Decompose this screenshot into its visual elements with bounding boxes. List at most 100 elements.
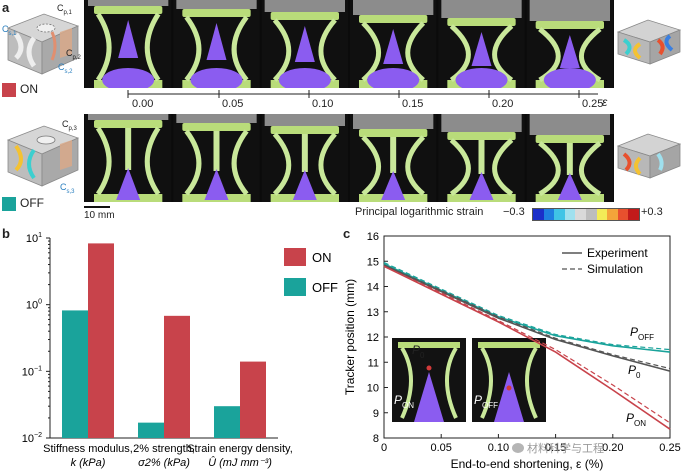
strain-axis <box>127 90 598 98</box>
colorbar-segment <box>564 209 576 220</box>
deformed-illustration-off <box>616 133 682 179</box>
y-tick-label: 10−1 <box>22 365 42 378</box>
series-line <box>383 261 671 351</box>
legend-off-label: OFF <box>312 280 338 295</box>
scale-bar <box>84 206 110 208</box>
strain-axis-symbol: ε <box>602 95 608 109</box>
strain-colorbar <box>532 208 640 221</box>
y-tick-label: 16 <box>367 231 379 243</box>
strip-frame-2 <box>261 0 348 88</box>
strip-frame-1 <box>173 0 260 88</box>
strip-frame-0 <box>85 0 172 88</box>
inset-photos <box>392 338 546 422</box>
colorbar-segment <box>628 209 639 220</box>
strain-tick-label: 0.20 <box>492 98 514 110</box>
y-tick-label: 14 <box>367 282 379 294</box>
off-label: OFF <box>20 196 44 210</box>
strain-tick-label: 0.00 <box>132 98 154 110</box>
series-line <box>383 265 671 424</box>
inset-point-label: POFF <box>474 393 498 410</box>
colorbar-segment <box>596 209 608 220</box>
callout-cs3: Cs,3 <box>60 182 75 195</box>
y-tick-label: 13 <box>367 307 379 319</box>
colorbar-segment <box>607 209 618 220</box>
strip-frame-3 <box>350 0 437 88</box>
x-category-label: Stiffness modulus, <box>43 443 133 455</box>
off-state-photo-strip <box>84 114 614 202</box>
y-axis-label: Tracker position (mm) <box>343 279 357 395</box>
panel-b-label: b <box>2 226 10 241</box>
colorbar-segment <box>554 209 565 220</box>
strip-frame-0 <box>85 114 172 202</box>
series-line <box>383 264 671 370</box>
callout-cs1: Cs,1 <box>2 24 17 37</box>
scale-bar-label: 10 mm <box>84 210 115 221</box>
callout-cs2: Cs,2 <box>58 62 73 75</box>
colorbar-segment <box>533 209 544 220</box>
colorbar-segment <box>585 209 597 220</box>
legend-experiment-label: Experiment <box>587 246 648 260</box>
on-state-photo-strip <box>84 0 614 88</box>
strip-frame-3 <box>350 114 437 202</box>
y-tick-label: 100 <box>26 299 42 312</box>
strain-tick-label: 0.05 <box>222 98 244 110</box>
x-category-unit: σ2% (kPa) <box>138 457 190 469</box>
on-label: ON <box>20 82 38 96</box>
strip-frame-5 <box>526 0 613 88</box>
x-category-label: Strain energy density, <box>187 443 293 455</box>
x-axis-label: End-to-end shortening, ε (%) <box>451 457 604 471</box>
curve-label: PON <box>626 411 646 428</box>
watermark: 材料科学与工程 <box>512 440 604 456</box>
callout-cp3: Cp,3 <box>62 119 77 132</box>
bar-off <box>62 310 88 438</box>
strip-frame-1 <box>173 114 260 202</box>
bar-off <box>214 406 240 438</box>
curve-label: POFF <box>630 325 654 342</box>
colorbar-segment <box>617 209 629 220</box>
y-tick-label: 11 <box>368 357 379 369</box>
colorbar-min: −0.3 <box>503 206 525 218</box>
x-category-unit: k (kPa) <box>71 457 106 469</box>
panel-c-label: c <box>343 226 351 241</box>
y-tick-label: 101 <box>26 232 42 245</box>
inset-point-label: P0 <box>412 343 425 360</box>
metamaterial-3d-illustration-on <box>6 13 80 75</box>
bar-on <box>240 361 266 438</box>
colorbar-segment <box>575 209 586 220</box>
x-category-label: 2% strength, <box>133 443 195 455</box>
metamaterial-3d-illustration-off <box>6 125 80 187</box>
strain-tick-label: 0.25 <box>582 98 604 110</box>
x-category-unit: Û (mJ mm⁻³) <box>208 456 272 469</box>
tracker-position-line-chart: P0 PON POFF 16 15 14 13 12 11 10 9 80 0.05 0.10 0.15 0.… <box>343 231 681 471</box>
y-tick-label: 12 <box>367 332 379 344</box>
bar-on <box>164 315 190 438</box>
bar-on <box>88 243 114 438</box>
y-tick-label: 9 <box>373 408 379 420</box>
callout-cp2: Cp,2 <box>66 48 81 61</box>
off-swatch <box>2 197 16 211</box>
on-swatch <box>2 83 16 97</box>
curve-label: P0 <box>628 363 641 380</box>
x-tick-label: 0 <box>381 442 387 454</box>
x-tick-label: 0.10 <box>488 442 509 454</box>
colorbar-label: Principal logarithmic strain <box>355 206 484 218</box>
strip-frame-2 <box>261 114 348 202</box>
bar-off <box>138 422 164 438</box>
series-line <box>383 265 671 430</box>
colorbar-max: +0.3 <box>641 206 663 218</box>
legend-on-swatch <box>284 248 306 266</box>
callout-cp1: Cp,1 <box>57 3 72 16</box>
panel-a-label: a <box>2 0 10 15</box>
colorbar-segment <box>543 209 555 220</box>
deformed-illustration-on <box>616 19 682 65</box>
x-tick-label: 0.25 <box>659 442 680 454</box>
strain-tick-label: 0.10 <box>312 98 334 110</box>
strip-frame-4 <box>438 114 525 202</box>
legend-off-swatch <box>284 278 306 296</box>
x-tick-label: 0.20 <box>602 442 623 454</box>
strip-frame-4 <box>438 0 525 88</box>
legend-on-label: ON <box>312 250 332 265</box>
y-tick-label: 8 <box>373 433 379 445</box>
y-tick-label: 10 <box>367 383 379 395</box>
